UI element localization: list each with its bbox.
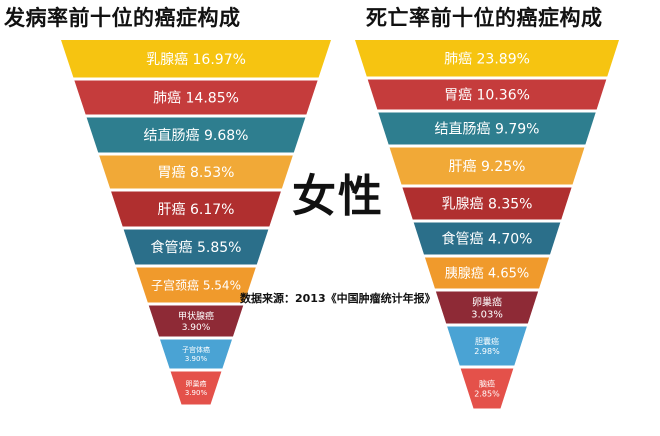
funnel-segment bbox=[111, 191, 281, 227]
funnel-segment bbox=[86, 117, 306, 153]
segment-label: 肺癌 23.89% bbox=[444, 51, 530, 67]
funnel-segment bbox=[378, 112, 596, 145]
segment-label: 胰腺癌 4.65% bbox=[445, 266, 529, 282]
source-note: 数据来源：2013《中国肿瘤统计年报》 bbox=[240, 292, 436, 305]
segment-label: 肺癌 14.85% bbox=[153, 91, 239, 107]
funnel-segment bbox=[160, 339, 232, 369]
segment-label: 食管癌 4.70% bbox=[442, 231, 533, 248]
segment-label: 乳腺癌 16.97% bbox=[146, 52, 246, 68]
segment-label: 胆囊癌 2.98% bbox=[474, 336, 500, 356]
funnel-segment bbox=[148, 305, 244, 337]
segment-label: 胃癌 8.53% bbox=[158, 165, 235, 181]
segment-label: 胃癌 10.36% bbox=[444, 88, 530, 104]
segment-label: 乳腺癌 8.35% bbox=[442, 197, 533, 213]
segment-label: 甲状腺癌 3.90% bbox=[178, 310, 214, 333]
segment-label: 脑癌 2.85% bbox=[474, 379, 500, 399]
funnel-segment bbox=[136, 267, 256, 303]
funnel-segment bbox=[367, 79, 607, 110]
segment-label: 肝癌 6.17% bbox=[158, 202, 235, 218]
funnel-segment bbox=[402, 187, 572, 220]
segment-label: 肝癌 9.25% bbox=[449, 159, 526, 175]
segment-label: 子宫体癌 3.90% bbox=[182, 345, 210, 363]
chart-title-incidence: 发病率前十位的癌症构成 bbox=[4, 6, 241, 30]
funnel-segment bbox=[123, 229, 269, 265]
funnel-segment bbox=[460, 368, 514, 409]
segment-label: 子宫颈癌 5.54% bbox=[151, 277, 241, 292]
funnel-segment bbox=[389, 147, 585, 185]
chart-title-mortality: 死亡率前十位的癌症构成 bbox=[366, 6, 603, 30]
funnel-segment bbox=[99, 155, 293, 189]
segment-label: 结直肠癌 9.79% bbox=[435, 121, 540, 138]
funnel-mortality: 肺癌 23.89% 胃癌 10.36% 结直肠癌 9.79% 肝癌 9.25% 乳腺癌 … bbox=[355, 40, 619, 409]
funnel-segment bbox=[355, 40, 619, 77]
gender-label: 女性 bbox=[292, 171, 384, 222]
funnel-segment bbox=[170, 371, 222, 405]
segment-label: 食管癌 5.85% bbox=[151, 239, 242, 256]
funnel-segment bbox=[447, 326, 527, 366]
segment-label: 卵巢癌 3.90% bbox=[185, 379, 208, 397]
segment-label: 结直肠癌 9.68% bbox=[144, 127, 249, 144]
segment-label: 卵巢癌 3.03% bbox=[471, 296, 503, 321]
funnel-segment bbox=[413, 222, 561, 255]
funnel-segment bbox=[435, 291, 539, 324]
funnel-segment bbox=[61, 40, 331, 78]
funnel-segment bbox=[424, 257, 550, 289]
funnel-segment bbox=[74, 80, 318, 115]
funnel-incidence: 乳腺癌 16.97% 肺癌 14.85% 结直肠癌 9.68% 胃癌 8.53% 肝癌 … bbox=[61, 40, 331, 405]
